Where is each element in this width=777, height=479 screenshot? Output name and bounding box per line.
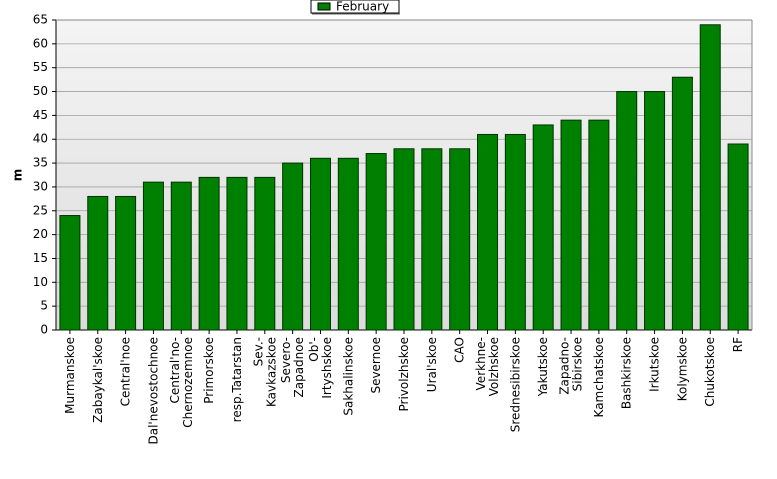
bar — [727, 143, 749, 331]
bar — [421, 148, 443, 331]
bar — [477, 133, 499, 331]
bar — [504, 133, 526, 331]
bar — [142, 181, 164, 331]
x-tick-label: Zapadno-Sibirskoe — [558, 337, 585, 395]
bar — [671, 76, 693, 331]
x-tick-label: Irkutskoe — [648, 337, 662, 392]
bar — [198, 176, 220, 331]
bar — [616, 91, 638, 331]
x-tick-label: Central'noe — [119, 337, 133, 406]
bar — [644, 91, 666, 331]
x-tick-label: Privolzhskoe — [397, 337, 411, 411]
legend-swatch — [317, 2, 331, 11]
bar — [560, 119, 582, 331]
y-tick-label: 15 — [33, 251, 48, 265]
y-tick-label: 50 — [33, 84, 48, 98]
y-tick-label: 20 — [33, 227, 48, 241]
bar — [532, 124, 554, 331]
x-tick-label: Srednesibirskoe — [508, 337, 522, 432]
y-tick-label: 45 — [33, 108, 48, 122]
x-tick-label: Murmanskoe — [63, 337, 77, 414]
y-axis-label: m — [11, 169, 25, 182]
bar — [170, 181, 192, 331]
bar — [115, 195, 137, 331]
y-tick-label: 0 — [40, 323, 48, 337]
x-tick-label: resp.Tatarstan — [230, 337, 244, 422]
x-tick-label: Ob'-Irtyshskoe — [307, 337, 334, 399]
bar — [365, 153, 387, 331]
x-tick-label: Zabaykal'skoe — [91, 337, 105, 423]
y-tick-label: 55 — [33, 60, 48, 74]
bar — [337, 157, 359, 331]
y-tick-label: 40 — [33, 132, 48, 146]
bar — [282, 162, 304, 331]
bar — [588, 119, 610, 331]
y-tick-label: 35 — [33, 156, 48, 170]
x-tick-label: Sakhalinskoe — [341, 337, 355, 416]
bar — [309, 157, 331, 331]
x-tick-label: Bashkirskoe — [620, 337, 634, 409]
legend-label: February — [336, 0, 389, 14]
y-tick-label: 5 — [40, 299, 48, 313]
x-tick-label: Kolymskoe — [675, 337, 689, 401]
x-tick-label: Sev.-Kavkazskoe — [251, 337, 278, 407]
x-tick-label: Central'no-Chernozemnoe — [168, 337, 195, 428]
y-tick-label: 65 — [33, 13, 48, 27]
bar — [699, 24, 721, 331]
x-tick-label: Severo-Zapadnoe — [279, 337, 306, 398]
bar — [393, 148, 415, 331]
x-tick-label: Kamchatskoe — [592, 337, 606, 417]
bar — [87, 195, 109, 331]
x-tick-label: Primorskoe — [202, 337, 216, 404]
bar — [449, 148, 471, 331]
y-tick-label: 10 — [33, 275, 48, 289]
x-tick-label: Dal'nevostochnoe — [146, 337, 160, 445]
x-tick-label: Severnoe — [369, 337, 383, 394]
bar — [226, 176, 248, 331]
bar — [254, 176, 276, 331]
y-tick-label: 60 — [33, 36, 48, 50]
x-tick-label: Yakutskoe — [536, 337, 550, 397]
x-tick-label: Ural'skoe — [425, 337, 439, 392]
y-tick-label: 30 — [33, 179, 48, 193]
y-tick-label: 25 — [33, 203, 48, 217]
x-tick-label: Chukotskoe — [703, 337, 717, 407]
x-tick-label: CAO — [453, 337, 467, 363]
x-tick-label: Verkhne-Volzhskoe — [474, 337, 501, 396]
bar — [59, 215, 81, 331]
legend-box — [310, 0, 400, 14]
x-tick-label: RF — [731, 337, 745, 352]
